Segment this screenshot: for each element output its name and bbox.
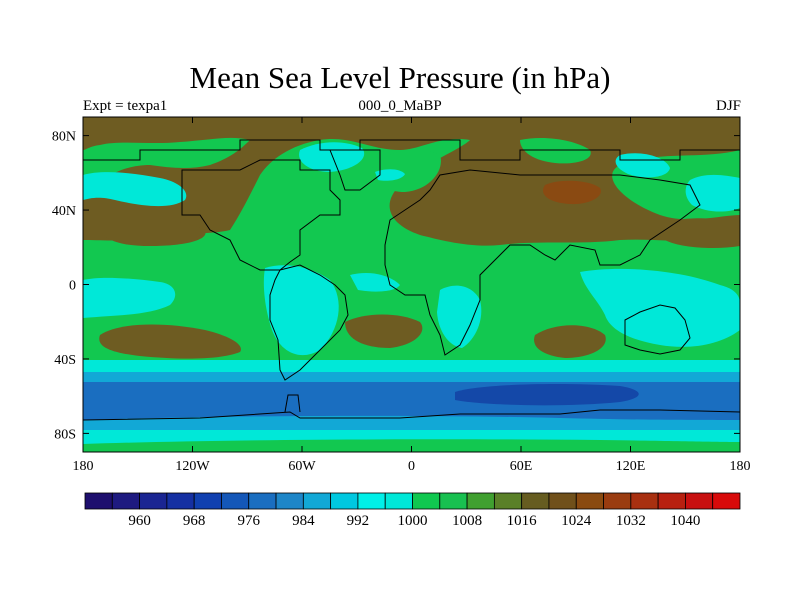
field-aleutian-low-1000 xyxy=(83,172,187,207)
y-tick-label: 40N xyxy=(52,204,76,219)
colorbar-label: 1000 xyxy=(398,513,428,529)
colorbar-swatch xyxy=(302,492,332,510)
x-axis: 180 120W 60W 0 60E 120E 180 xyxy=(73,117,751,474)
colorbar-swatch xyxy=(630,492,659,510)
field-trop-americas-cyan xyxy=(263,265,339,356)
colorbar-swatch xyxy=(493,492,523,510)
field-southern-1000 xyxy=(83,360,740,374)
colorbar-swatch xyxy=(330,492,359,510)
colorbar-swatch xyxy=(657,492,686,510)
field-siberian-high-1024 xyxy=(542,180,601,205)
field-north-pacific-high-east xyxy=(660,218,740,248)
colorbar-swatch xyxy=(139,492,168,510)
colorbar-swatch xyxy=(603,492,632,510)
colorbar-label: 984 xyxy=(292,513,315,529)
colorbar-swatch xyxy=(193,492,222,510)
x-tick-label: 120E xyxy=(616,459,646,474)
coast-arctic xyxy=(83,139,740,161)
colorbar-swatch xyxy=(575,492,604,510)
coast-eurasia-africa xyxy=(384,169,701,356)
colorbar-swatch xyxy=(384,492,413,510)
colorbar-label: 968 xyxy=(183,513,206,529)
x-tick-label: 60W xyxy=(288,459,316,474)
colorbar: 960 968 976 984 992 1000 1008 1016 1024 1032 1040 xyxy=(84,492,741,529)
field-trop-east-pacific-cyan xyxy=(83,277,176,318)
coast-greenland xyxy=(329,149,381,191)
colorbar-swatch xyxy=(466,492,495,510)
colorbar-label: 1008 xyxy=(452,513,482,529)
season-label: DJF xyxy=(715,98,741,114)
coast-antarctic-peninsula xyxy=(284,394,301,413)
period-label: 000_0_MaBP xyxy=(358,98,442,114)
x-tick-label: 180 xyxy=(73,459,94,474)
coast-north-america xyxy=(181,159,341,271)
coast-antarctica xyxy=(83,409,740,421)
colorbar-label: 1040 xyxy=(670,513,700,529)
colorbar-label: 1024 xyxy=(561,513,592,529)
colorbar-swatch xyxy=(111,492,140,510)
y-tick-label: 0 xyxy=(69,279,76,294)
x-tick-label: 0 xyxy=(408,459,415,474)
field-southern-992 xyxy=(83,372,740,384)
field-southern-low-976 xyxy=(455,384,639,406)
colorbar-swatch xyxy=(412,492,441,510)
field-north-green-east xyxy=(520,138,591,164)
pressure-field xyxy=(83,117,740,452)
field-trop-indo-cyan xyxy=(580,268,740,347)
colorbar-swatch xyxy=(248,492,277,510)
x-tick-label: 120W xyxy=(175,459,210,474)
colorbar-swatch xyxy=(275,492,304,510)
field-trop-atlantic-cyan xyxy=(350,273,400,292)
colorbar-swatch xyxy=(439,492,468,510)
colorbar-label: 992 xyxy=(347,513,370,529)
colorbar-swatch xyxy=(685,492,714,510)
colorbar-label: 1016 xyxy=(507,513,538,529)
x-tick-label: 180 xyxy=(730,459,751,474)
y-axis: 80N 40N 0 40S 80S xyxy=(52,130,740,442)
field-south-pacific-high xyxy=(99,324,241,359)
field-arctic-green-patch xyxy=(371,149,441,192)
x-tick-label: 60E xyxy=(510,459,533,474)
colorbar-swatch xyxy=(548,492,577,510)
colorbar-swatch xyxy=(357,492,386,510)
y-tick-label: 80S xyxy=(54,427,76,442)
colorbar-label: 976 xyxy=(238,513,261,529)
field-north-pacific-high xyxy=(100,218,206,246)
colorbar-swatch xyxy=(221,492,250,510)
coast-australia xyxy=(624,304,691,355)
field-antarctic-1008 xyxy=(83,439,740,452)
experiment-label: Expt = texpa1 xyxy=(83,98,168,114)
coast-south-america xyxy=(269,264,349,381)
colorbar-label: 1032 xyxy=(616,513,646,529)
field-south-atlantic-high xyxy=(345,314,423,348)
colorbar-swatch xyxy=(521,492,550,510)
colorbar-swatch xyxy=(166,492,195,510)
coastlines xyxy=(83,139,740,421)
plot-title: Mean Sea Level Pressure (in hPa) xyxy=(189,60,611,95)
y-tick-label: 80N xyxy=(52,130,76,145)
field-arctic-cyan-patch xyxy=(375,169,405,181)
field-north-cyan-east xyxy=(615,153,670,178)
field-trop-africa-cyan xyxy=(437,285,482,348)
field-southern-992-lower xyxy=(83,415,740,432)
colorbar-swatch xyxy=(84,492,113,510)
colorbar-swatch xyxy=(712,492,741,510)
field-south-indian-high xyxy=(534,325,606,358)
y-tick-label: 40S xyxy=(54,353,76,368)
colorbar-label: 960 xyxy=(128,513,151,529)
